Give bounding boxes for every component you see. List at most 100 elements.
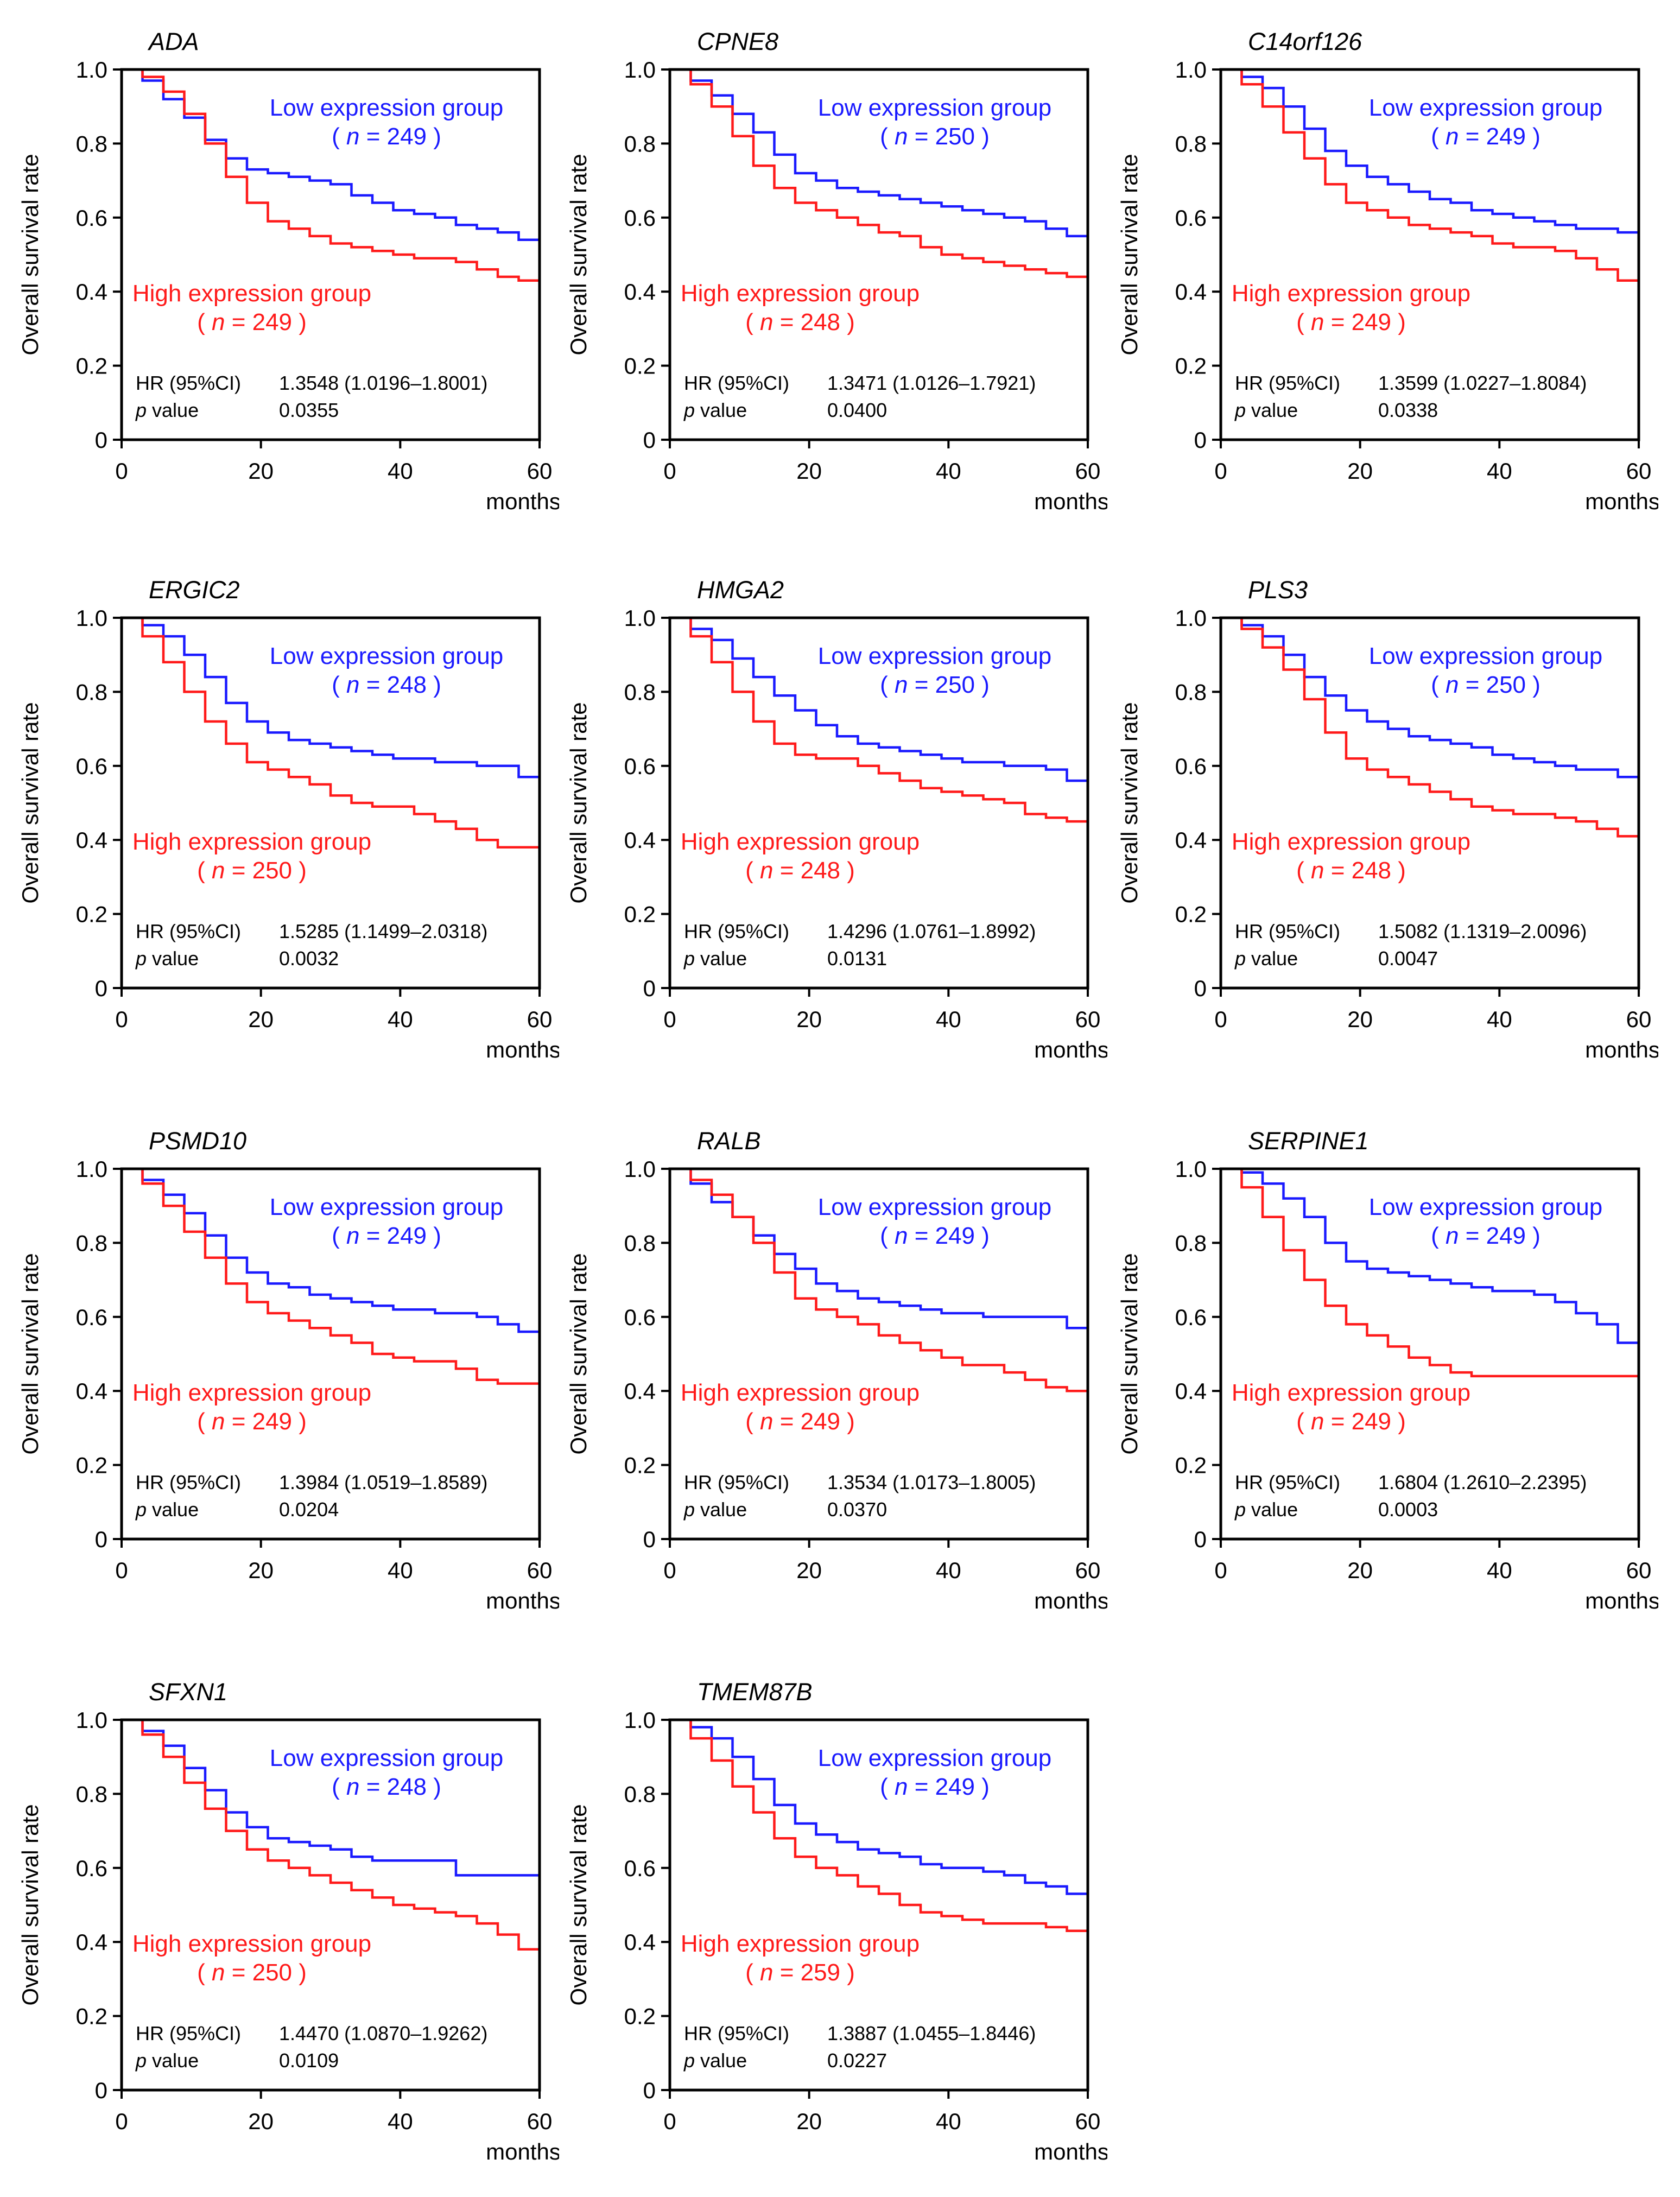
y-tick-label: 0.2 [1175,902,1207,927]
x-tick-label: 20 [248,1557,274,1583]
plot-frame [1219,1167,1640,1541]
hr-label: HR (95%CI) [1235,372,1340,394]
y-tick-label: 0.4 [624,1929,656,1955]
high-group-label: High expression group [681,1379,920,1406]
low-group-n: ( n = 249 ) [880,1774,990,1800]
y-tick-label: 0 [643,2078,656,2103]
high-expression-curve [1221,68,1640,284]
y-tick-label: 0.6 [1175,754,1207,779]
x-tick-label: 60 [1075,458,1101,484]
y-tick-label: 0.6 [76,205,107,231]
low-expression-curve [1221,616,1640,784]
y-tick-label: 0.8 [624,131,656,156]
y-tick-label: 0.4 [76,1378,107,1404]
y-tick-label: 0.4 [624,279,656,305]
y-tick-label: 0.2 [624,1453,656,1478]
y-tick-label: 1.0 [624,605,656,631]
low-group-n: ( n = 250 ) [880,123,990,150]
x-tick-label: 60 [527,458,553,484]
y-tick-label: 0.2 [76,1453,107,1478]
x-tick-label: 40 [936,1006,961,1032]
x-tick-label: 60 [527,1557,553,1583]
p-label: p value [135,399,199,421]
x-tick-label: 0 [115,1006,128,1032]
x-axis-label: months [486,1037,559,1062]
x-axis-label: months [486,2139,559,2164]
x-axis-label: months [1585,1037,1658,1062]
y-tick-label: 0.6 [624,754,656,779]
low-group-label: Low expression group [1369,643,1602,669]
high-group-label: High expression group [1232,1379,1470,1406]
hr-value: 1.3887 (1.0455–1.8446) [827,2022,1036,2044]
high-group-n: ( n = 248 ) [1296,857,1406,884]
km-chart: ERGIC2 Overall survival rate 0 0.2 0.4 0.6 0.8… [17,576,559,1062]
x-tick-label: 20 [248,458,274,484]
y-tick-label: 0.2 [1175,353,1207,379]
y-tick-label: 0.8 [1175,679,1207,705]
km-chart: RALB Overall survival rate 0 0.2 0.4 0.6 0.8 1.… [566,1127,1107,1613]
y-tick-label: 0.8 [624,1781,656,1807]
high-expression-curve [670,1167,1088,1392]
low-expression-curve [1221,1167,1640,1358]
high-group-label: High expression group [132,1930,371,1957]
km-panel-c14orf126: C14orf126 Overall survival rate 0 0.2 0.4 0.6… [1099,0,1658,543]
km-chart: SFXN1 Overall survival rate 0 0.2 0.4 0.6 0.8 1… [17,1678,559,2164]
x-tick-label: 20 [796,2109,822,2134]
low-group-n: ( n = 249 ) [1431,123,1540,150]
plot-frame [120,616,541,990]
y-axis-label: Overall survival rate [1117,1253,1142,1454]
y-axis-label: Overall survival rate [566,1253,591,1454]
hr-value: 1.5285 (1.1499–2.0318) [279,920,487,942]
y-tick-label: 0.8 [1175,131,1207,156]
x-tick-label: 60 [1626,458,1652,484]
p-label: p value [1234,947,1298,970]
chart-title: PLS3 [1248,576,1308,604]
y-tick-label: 1.0 [624,57,656,83]
p-label: p value [135,2049,199,2072]
x-tick-label: 60 [527,1006,553,1032]
plot-frame [120,1718,541,2092]
plot-frame [668,68,1089,441]
km-chart: PLS3 Overall survival rate 0 0.2 0.4 0.6 0.8 1.… [1117,576,1658,1062]
y-tick-label: 0 [95,427,107,453]
y-tick-label: 1.0 [624,1156,656,1182]
x-axis-label: months [1585,489,1658,514]
x-axis-label: months [486,489,559,514]
y-tick-label: 0.4 [76,1929,107,1955]
hr-label: HR (95%CI) [684,372,789,394]
high-expression-curve [1221,1167,1639,1378]
x-tick-label: 20 [796,1557,822,1583]
x-tick-label: 20 [248,1006,274,1032]
p-label: p value [683,2049,747,2072]
high-group-label: High expression group [681,828,920,855]
y-tick-label: 0.6 [624,205,656,231]
low-group-n: ( n = 250 ) [1431,672,1540,698]
chart-title: CPNE8 [697,28,778,55]
high-group-label: High expression group [681,280,920,307]
p-value: 0.0032 [279,947,339,970]
low-group-label: Low expression group [1369,94,1602,121]
y-tick-label: 1.0 [76,1156,107,1182]
hr-label: HR (95%CI) [136,372,241,394]
y-tick-label: 0.8 [624,1230,656,1256]
p-value: 0.0109 [279,2049,339,2072]
y-tick-label: 0 [643,976,656,1001]
y-tick-label: 0.6 [624,1856,656,1881]
x-axis-label: months [486,1588,559,1613]
y-tick-label: 0 [95,2078,107,2103]
low-group-label: Low expression group [270,1194,503,1220]
high-group-n: ( n = 250 ) [197,857,307,884]
hr-value: 1.3984 (1.0519–1.8589) [279,1471,487,1493]
high-group-label: High expression group [132,280,371,307]
x-tick-label: 60 [1626,1006,1652,1032]
hr-label: HR (95%CI) [684,2022,789,2044]
hr-value: 1.3548 (1.0196–1.8001) [279,372,487,394]
low-group-label: Low expression group [270,94,503,121]
p-value: 0.0338 [1378,399,1438,421]
km-panel-ralb: RALB Overall survival rate 0 0.2 0.4 0.6 0.8 1.… [548,1099,1107,1642]
p-label: p value [683,1498,747,1521]
x-tick-label: 0 [115,458,128,484]
x-tick-label: 20 [796,458,822,484]
hr-value: 1.5082 (1.1319–2.0096) [1378,920,1587,942]
p-label: p value [1234,1498,1298,1521]
